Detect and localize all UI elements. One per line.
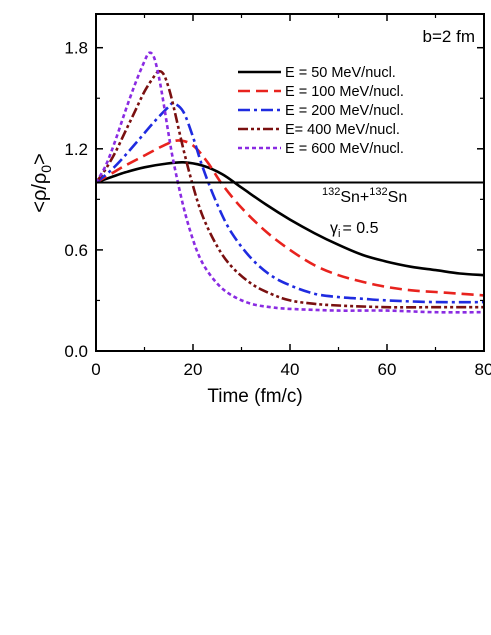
y-tick-label: 0.0 [64,342,88,361]
x-tick-label: 80 [475,360,491,379]
legend-label-4: E= 400 MeV/nucl. [285,122,400,138]
series-line-3 [95,101,485,304]
x-axis-label: Time (fm/c) [207,386,302,407]
y-tick-label: 1.2 [64,140,88,159]
legend-label-2: E = 100 MeV/nucl. [285,84,404,100]
series-line-5 [94,51,485,314]
system-mass-b: 132 [369,186,387,198]
system-label: 132Sn+132Sn [322,186,407,206]
y-axis-label: <ρ/ρ0> [29,153,54,212]
legend: E = 50 MeV/nucl. E = 100 MeV/nucl. E = 200… [238,65,404,157]
system-element-a: Sn+ [340,189,369,206]
y-tick-label: 1.8 [64,39,88,58]
x-tick-label: 20 [184,360,203,379]
series-line-2 [95,139,485,297]
series-curves [94,51,485,314]
legend-label-1: E = 50 MeV/nucl. [285,65,396,81]
legend-label-5: E = 600 MeV/nucl. [285,141,404,157]
x-tick-label: 0 [91,360,100,379]
series-line-1 [95,160,485,277]
gamma-symbol: γ [330,220,338,237]
tick-labels: 0 20 40 60 80 0.0 0.6 1.2 1.8 [64,39,491,379]
system-element-b: Sn [388,189,408,206]
y-tick-label: 0.6 [64,241,88,260]
gamma-subscript: i [338,228,340,240]
series-line-4 [94,69,484,309]
impact-parameter-label: b=2 fm [423,27,475,46]
system-mass-a: 132 [322,186,340,198]
axis-ticks [95,14,485,352]
x-tick-label: 40 [281,360,300,379]
x-tick-label: 60 [378,360,397,379]
legend-label-3: E = 200 MeV/nucl. [285,103,404,119]
gamma-label: γi = 0.5 [330,220,379,240]
gamma-value: = 0.5 [342,220,378,237]
